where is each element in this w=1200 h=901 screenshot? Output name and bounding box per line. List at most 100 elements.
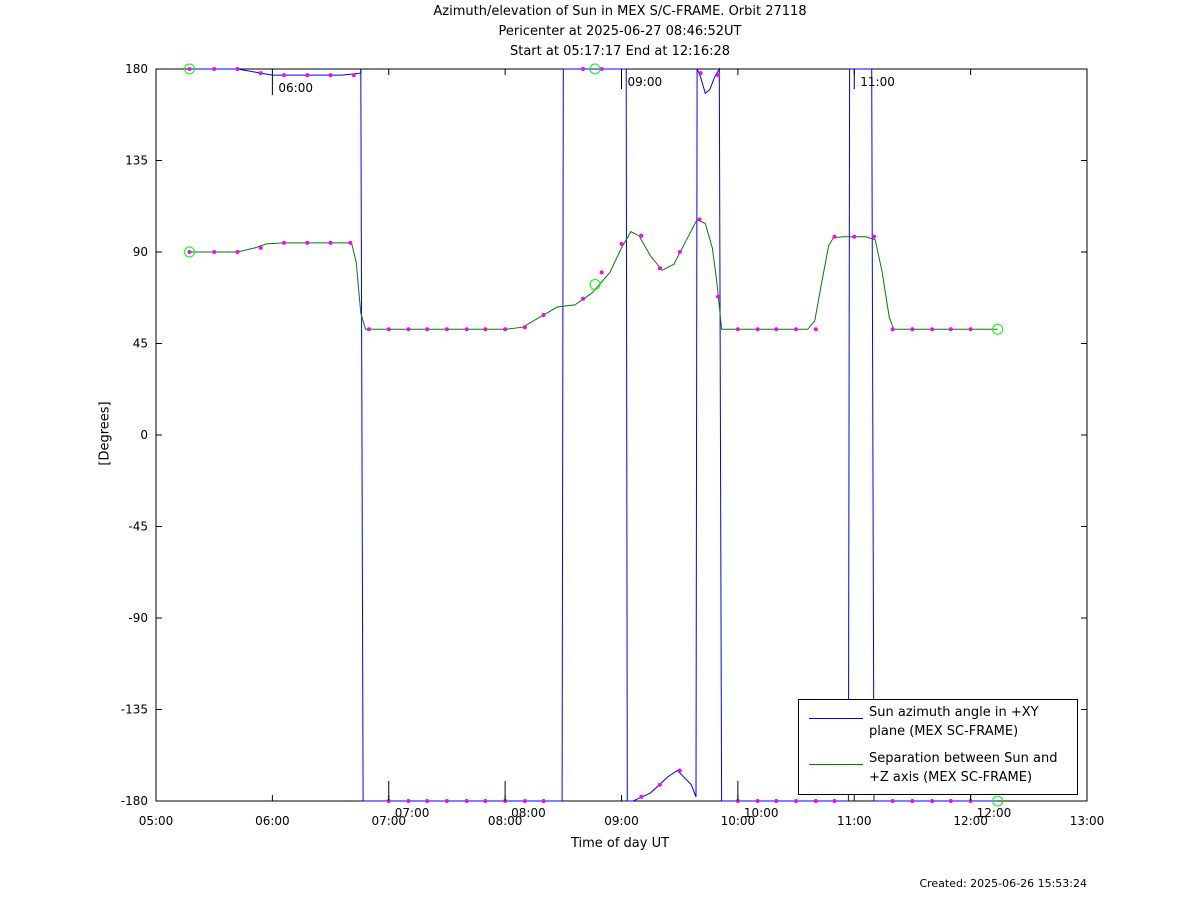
marker-point-separation bbox=[503, 327, 508, 332]
marker-point-azimuth bbox=[832, 799, 837, 803]
x-tick-label: 10:00 bbox=[721, 814, 756, 828]
marker-point-separation bbox=[541, 313, 546, 318]
marker-point-azimuth bbox=[212, 67, 217, 71]
marker-point-separation bbox=[425, 327, 430, 332]
marker-point-azimuth bbox=[716, 73, 721, 78]
marker-point-azimuth bbox=[774, 799, 779, 803]
marker-point-separation bbox=[716, 294, 721, 299]
marker-point-separation bbox=[187, 250, 192, 254]
marker-point-separation bbox=[832, 234, 837, 239]
y-tick-label: -90 bbox=[128, 611, 148, 625]
series-line-azimuth bbox=[696, 67, 998, 802]
x-tick-label: 07:00 bbox=[371, 814, 406, 828]
marker-point-azimuth bbox=[464, 799, 469, 803]
marker-point-azimuth bbox=[305, 73, 310, 78]
marker-point-separation bbox=[258, 245, 263, 250]
marker-point-azimuth bbox=[444, 799, 449, 803]
start-end-marker bbox=[992, 795, 1004, 807]
marker-point-azimuth bbox=[406, 799, 411, 803]
marker-point-separation bbox=[348, 240, 353, 245]
marker-point-azimuth bbox=[677, 768, 682, 773]
hour-tick-label: 08:00 bbox=[511, 806, 546, 820]
marker-point-azimuth bbox=[755, 799, 760, 803]
marker-point-separation bbox=[872, 234, 877, 239]
marker-point-azimuth bbox=[258, 71, 263, 76]
start-end-marker bbox=[184, 246, 196, 258]
start-end-marker bbox=[184, 63, 196, 75]
marker-point-azimuth bbox=[930, 799, 935, 803]
plot-frame bbox=[155, 68, 1088, 802]
marker-point-separation bbox=[677, 250, 682, 254]
marker-point-separation bbox=[890, 327, 895, 332]
legend-label-azimuth: Sun azimuth angle in +XY plane (MEX SC-F… bbox=[869, 705, 1039, 739]
marker-point-separation bbox=[599, 270, 604, 275]
hour-tick-label: 06:00 bbox=[278, 81, 313, 95]
legend-swatch-azimuth bbox=[809, 718, 863, 719]
marker-point-azimuth bbox=[425, 799, 430, 803]
y-axis-label: [Degrees] bbox=[97, 401, 113, 466]
start-end-marker bbox=[992, 323, 1004, 335]
x-tick-label: 13:00 bbox=[1070, 814, 1105, 828]
marker-point-separation bbox=[483, 327, 488, 332]
marker-point-separation bbox=[386, 327, 391, 332]
marker-point-separation bbox=[639, 233, 644, 238]
y-tick-label: 0 bbox=[140, 428, 148, 442]
marker-point-azimuth bbox=[639, 794, 644, 799]
hour-tick-label: 10:00 bbox=[744, 806, 779, 820]
marker-point-azimuth bbox=[351, 73, 356, 78]
chart-title-line-2: Pericenter at 2025-06-27 08:46:52UT bbox=[498, 24, 742, 39]
marker-point-separation bbox=[968, 327, 973, 332]
marker-point-separation bbox=[735, 327, 740, 332]
marker-point-azimuth bbox=[910, 799, 915, 803]
start-end-marker bbox=[589, 279, 601, 291]
marker-point-azimuth bbox=[328, 73, 333, 78]
y-tick-label: 45 bbox=[133, 337, 148, 351]
marker-point-azimuth bbox=[948, 799, 953, 803]
hour-tick-label: 12:00 bbox=[977, 806, 1012, 820]
marker-point-separation bbox=[619, 241, 624, 246]
legend: Sun azimuth angle in +XY plane (MEX SC-F… bbox=[798, 699, 1078, 795]
y-tick-label: 90 bbox=[133, 245, 148, 259]
marker-point-azimuth bbox=[794, 799, 799, 803]
marker-point-separation bbox=[522, 325, 527, 330]
series-line-azimuth bbox=[563, 68, 698, 802]
marker-point-separation bbox=[406, 327, 411, 332]
legend-label-separation: Separation between Sun and +Z axis (MEX … bbox=[869, 751, 1058, 785]
legend-entry-azimuth: Sun azimuth angle in +XY plane (MEX SC-F… bbox=[799, 702, 1077, 748]
hour-tick-label: 11:00 bbox=[860, 75, 895, 89]
y-tick-label: -135 bbox=[121, 703, 148, 717]
y-tick-label: 180 bbox=[125, 62, 148, 76]
marker-point-azimuth bbox=[522, 799, 527, 803]
created-timestamp: Created: 2025-06-26 15:53:24 bbox=[919, 877, 1087, 890]
marker-point-azimuth bbox=[235, 67, 240, 71]
marker-point-azimuth bbox=[890, 799, 895, 803]
hour-tick-label: 09:00 bbox=[628, 75, 663, 89]
legend-entry-separation: Separation between Sun and +Z axis (MEX … bbox=[799, 748, 1077, 794]
marker-point-separation bbox=[235, 250, 240, 254]
legend-swatch-separation bbox=[809, 764, 863, 765]
marker-point-azimuth bbox=[483, 799, 488, 803]
marker-point-separation bbox=[697, 217, 702, 222]
hour-tick-label: 07:00 bbox=[395, 806, 430, 820]
marker-point-separation bbox=[444, 327, 449, 332]
marker-point-separation bbox=[366, 327, 371, 332]
x-tick-label: 06:00 bbox=[255, 814, 290, 828]
marker-point-azimuth bbox=[282, 73, 287, 78]
x-tick-label: 05:00 bbox=[139, 814, 174, 828]
marker-point-azimuth bbox=[698, 71, 703, 76]
y-tick-label: 135 bbox=[125, 154, 148, 168]
marker-point-azimuth bbox=[599, 67, 604, 71]
marker-point-azimuth bbox=[581, 67, 586, 71]
marker-point-separation bbox=[794, 327, 799, 332]
marker-point-separation bbox=[212, 250, 217, 254]
y-tick-label: -180 bbox=[121, 794, 148, 808]
marker-point-separation bbox=[948, 327, 953, 332]
marker-point-separation bbox=[328, 240, 333, 245]
marker-point-separation bbox=[282, 240, 287, 245]
marker-point-separation bbox=[910, 327, 915, 332]
series-line-separation bbox=[189, 218, 998, 330]
marker-point-azimuth bbox=[657, 782, 662, 787]
x-tick-label: 08:00 bbox=[488, 814, 523, 828]
marker-point-separation bbox=[813, 327, 818, 332]
